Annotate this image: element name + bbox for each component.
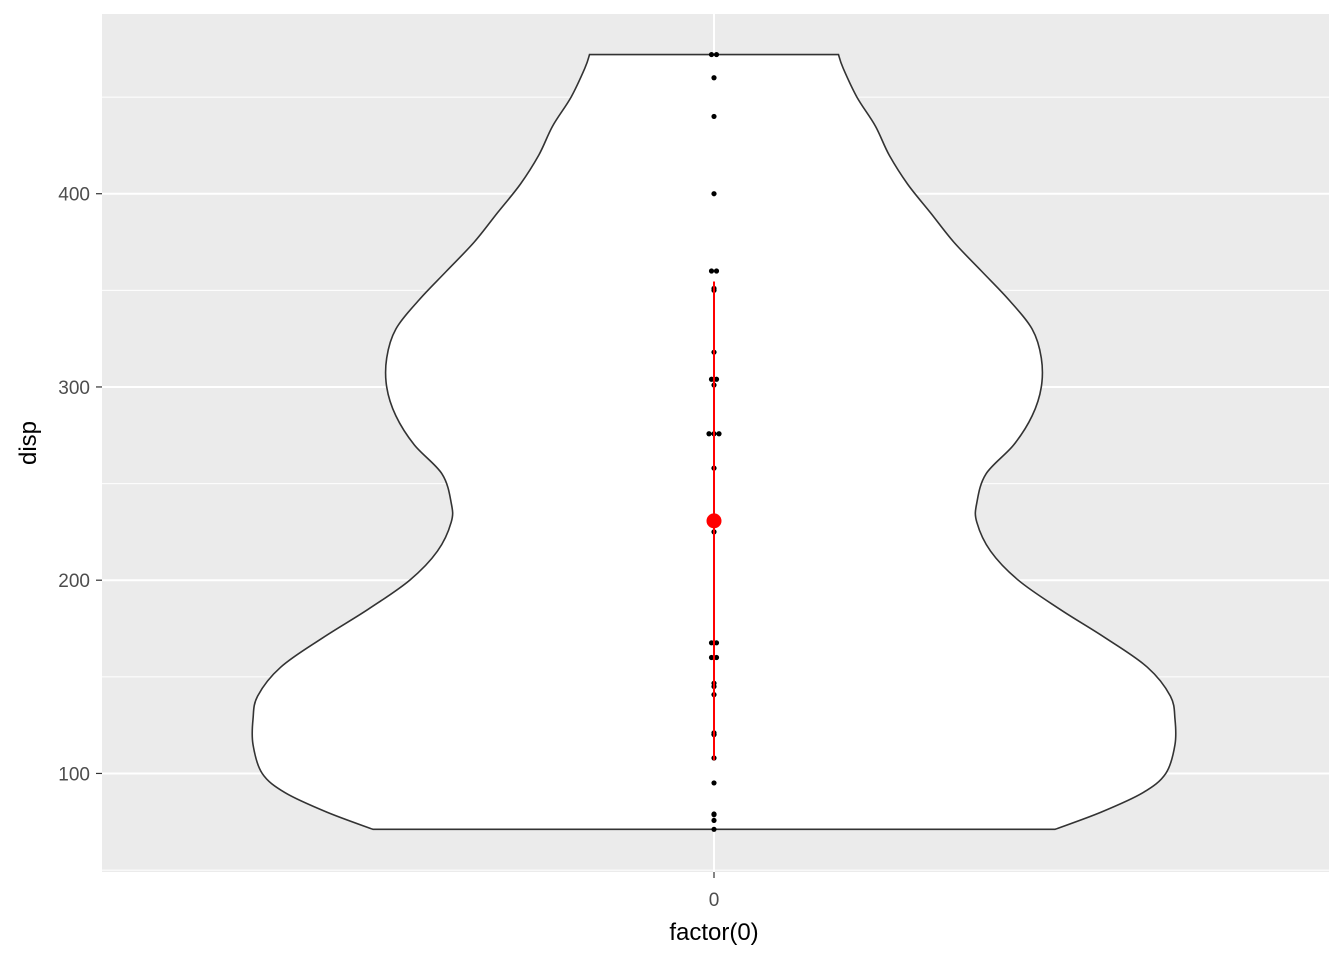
y-tick-label: 200 bbox=[58, 571, 90, 592]
data-point bbox=[711, 812, 717, 818]
data-point bbox=[708, 640, 715, 646]
y-tick-label: 400 bbox=[58, 185, 90, 206]
data-point bbox=[713, 376, 720, 382]
data-point bbox=[713, 640, 720, 646]
data-point bbox=[711, 75, 717, 81]
y-tick-label: 300 bbox=[58, 378, 90, 399]
data-point bbox=[716, 431, 722, 437]
y-axis-title: disp bbox=[15, 421, 42, 465]
data-point bbox=[708, 51, 715, 58]
y-axis-ticks: 100 200 300 400 bbox=[58, 185, 102, 785]
y-tick-label: 100 bbox=[58, 764, 90, 785]
mean-point bbox=[706, 513, 722, 529]
data-point bbox=[708, 376, 715, 382]
data-points bbox=[706, 51, 722, 832]
data-point bbox=[708, 268, 715, 274]
x-tick-label: 0 bbox=[709, 890, 720, 911]
data-point bbox=[708, 654, 715, 661]
x-axis-ticks: 0 bbox=[709, 872, 720, 911]
data-point bbox=[713, 268, 720, 274]
data-point bbox=[711, 817, 717, 824]
data-point bbox=[711, 826, 717, 832]
data-point bbox=[713, 654, 720, 661]
data-point bbox=[711, 191, 717, 197]
data-point bbox=[711, 780, 717, 786]
data-point bbox=[713, 51, 720, 58]
data-point bbox=[711, 113, 717, 120]
x-axis-title: factor(0) bbox=[669, 919, 758, 946]
data-point bbox=[706, 431, 712, 437]
